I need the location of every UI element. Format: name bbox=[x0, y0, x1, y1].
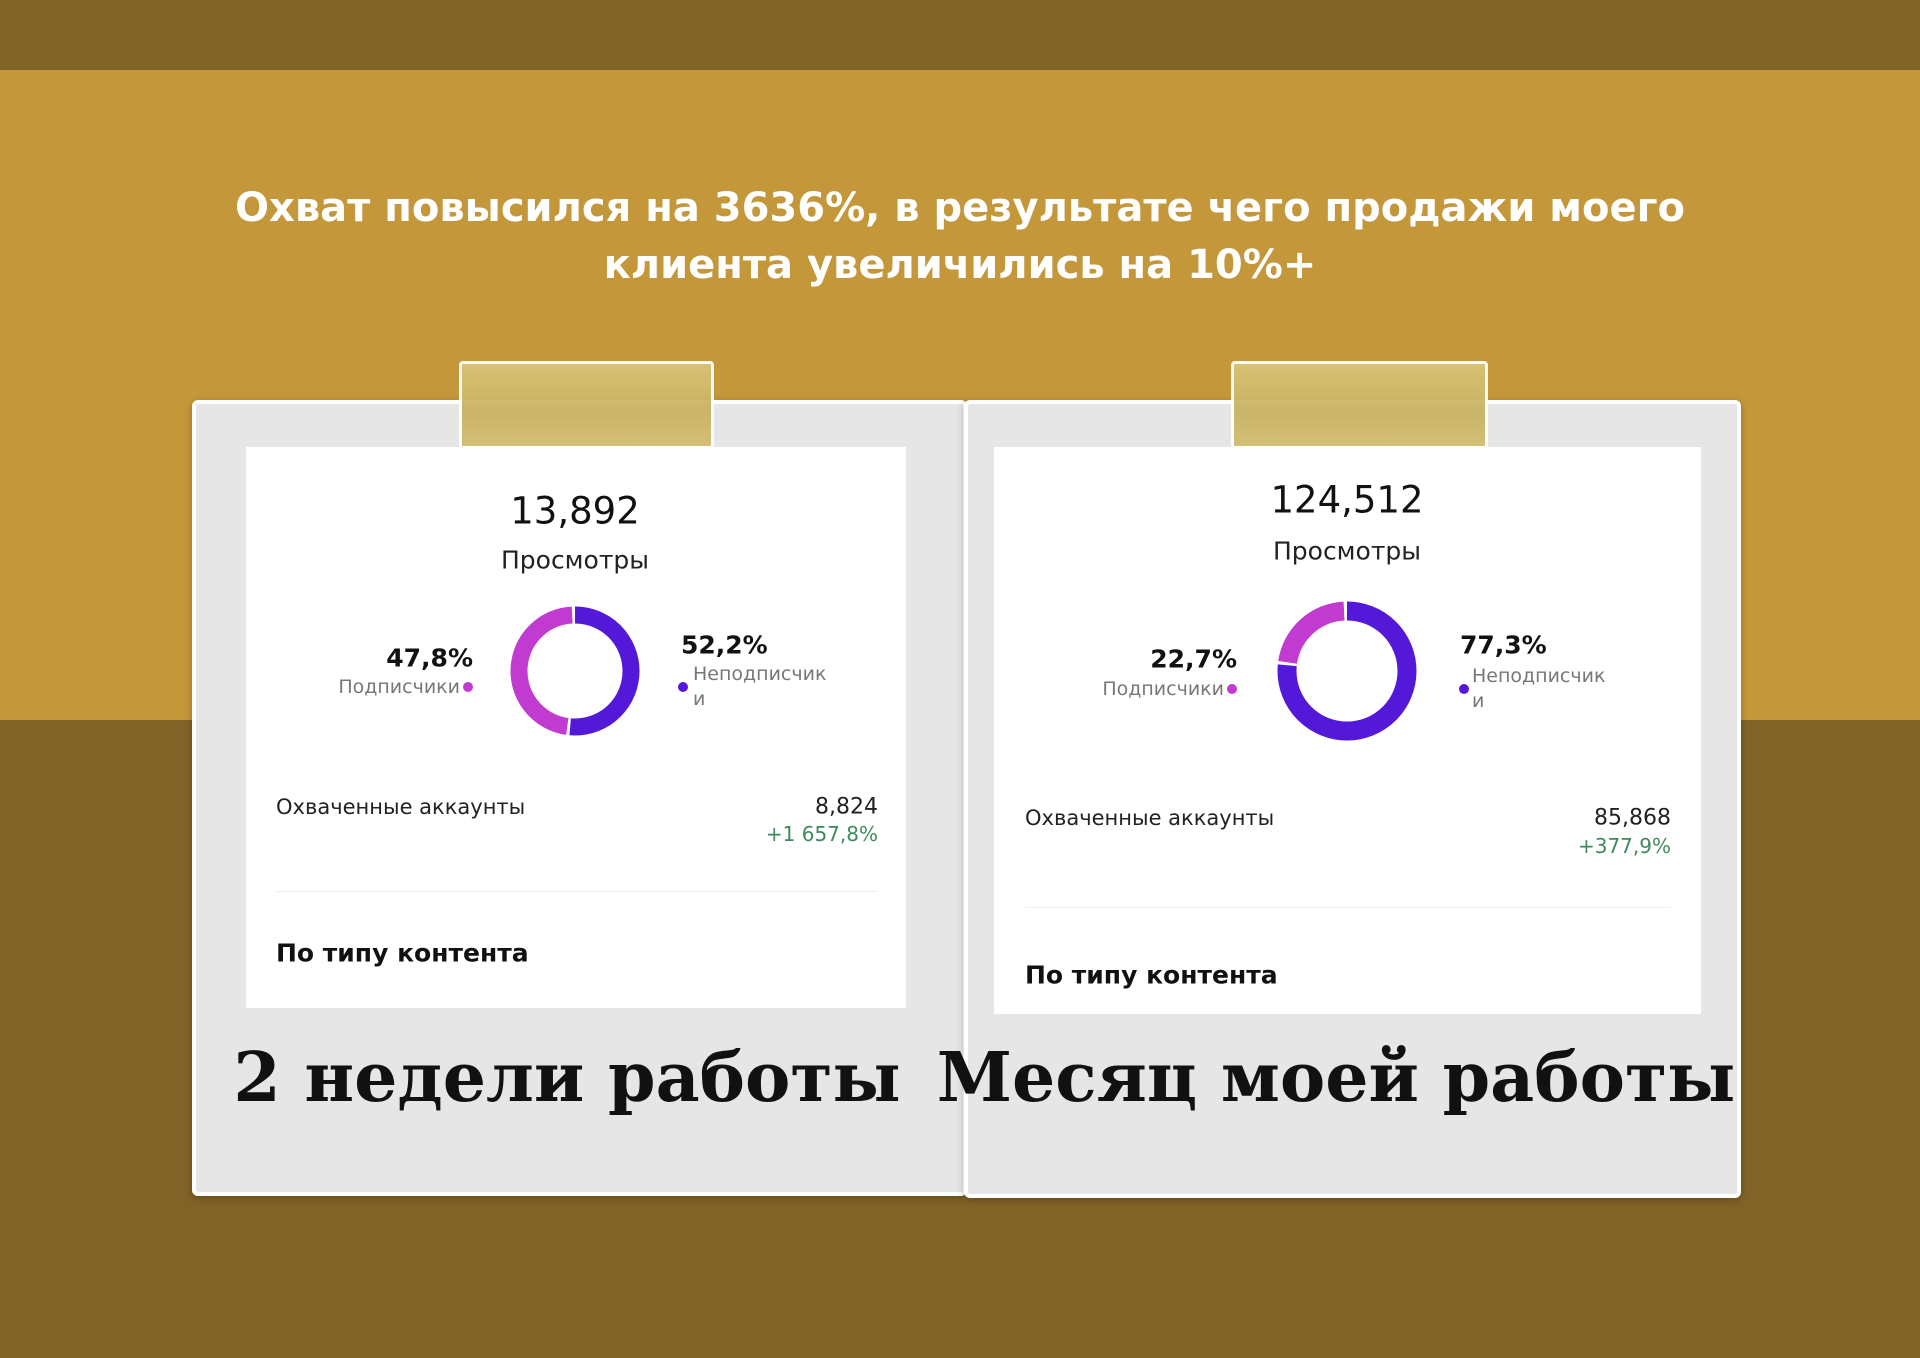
views-label: Просмотры bbox=[1272, 536, 1422, 566]
title-line: клиента увеличились на 10%+ bbox=[603, 242, 1317, 288]
views-label: Просмотры bbox=[500, 545, 650, 575]
accounts: 8,824 bbox=[815, 794, 878, 820]
pct: 22,7% bbox=[1150, 644, 1237, 674]
accounts-change: +1 657,8% bbox=[765, 822, 878, 846]
divider bbox=[1025, 907, 1671, 908]
caption: 2 недели работы bbox=[233, 1038, 901, 1118]
section-title: По типу контента bbox=[276, 938, 529, 968]
donut-segment bbox=[510, 606, 640, 736]
legend-dot bbox=[463, 682, 473, 692]
accounts-label: Охваченные аккаунты bbox=[1025, 806, 1275, 830]
pct: 77,3% bbox=[1460, 630, 1547, 660]
caption: Месяц моей работы bbox=[936, 1038, 1736, 1118]
section-title: По типу контента bbox=[1025, 960, 1278, 990]
pct: 52,2% bbox=[681, 630, 768, 660]
donut bbox=[1277, 601, 1417, 741]
legend-label: Неподписчики bbox=[693, 663, 827, 710]
legend-label: Подписчики bbox=[1102, 678, 1224, 700]
divider bbox=[276, 891, 878, 892]
tape bbox=[459, 361, 714, 449]
tape bbox=[1231, 361, 1488, 449]
accounts: 85,868 bbox=[1594, 805, 1671, 831]
legend-label: Подписчики bbox=[338, 676, 460, 698]
views: 13,892 bbox=[510, 489, 640, 533]
accounts-change: +377,9% bbox=[1577, 834, 1671, 858]
donut bbox=[510, 606, 640, 736]
legend-dot bbox=[678, 682, 688, 692]
legend-label: Неподписчики bbox=[1472, 665, 1606, 712]
views: 124,512 bbox=[1270, 478, 1424, 522]
legend-dot bbox=[1459, 684, 1469, 694]
title-line: Охват повысился на 3636%, в результате ч… bbox=[235, 185, 1685, 231]
legend-dot bbox=[1227, 684, 1237, 694]
accounts-label: Охваченные аккаунты bbox=[276, 795, 526, 819]
pct: 47,8% bbox=[386, 643, 473, 673]
donut-segment bbox=[1277, 601, 1417, 741]
